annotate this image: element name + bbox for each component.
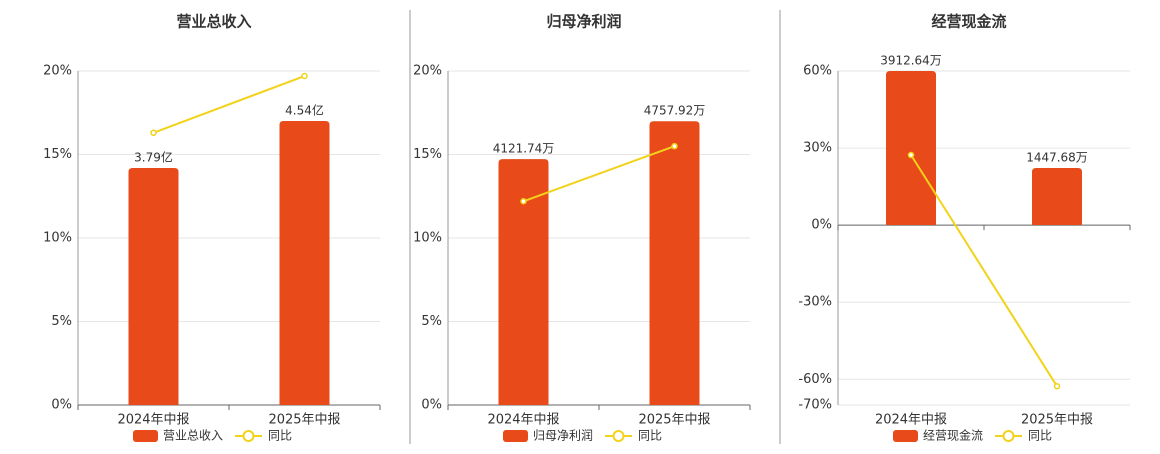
legend-swatch: [133, 430, 158, 442]
bar: [279, 121, 330, 406]
y-tick-label: -30%: [798, 295, 832, 310]
legend-label: 经营现金流: [923, 428, 983, 443]
chart-title: 营业总收入: [176, 13, 251, 31]
legend-swatch: [503, 430, 528, 442]
line-point: [301, 72, 308, 80]
bar: [649, 121, 700, 405]
data-label: 4121.74万: [493, 142, 555, 156]
line: [153, 75, 305, 134]
data-label: 3.79亿: [134, 149, 173, 164]
data-label: 3912.64万: [880, 54, 942, 68]
legend-swatch: [893, 430, 918, 442]
legend-label: 同比: [638, 429, 662, 443]
x-tick-label: 2025年中报: [638, 413, 710, 428]
y-tick-label: 30%: [803, 141, 832, 156]
y-tick-label: 60%: [803, 64, 832, 79]
x-tick-label: 2025年中报: [1021, 413, 1093, 428]
y-tick-label: 0%: [811, 218, 832, 233]
legend-swatch: [612, 430, 625, 442]
x-tick-label: 2024年中报: [117, 413, 189, 428]
y-tick-label: 10%: [43, 231, 72, 246]
x-tick-label: 2025年中报: [268, 413, 340, 428]
legend-label: 同比: [268, 429, 292, 443]
data-label: 4757.92万: [644, 104, 706, 118]
y-tick-label: 5%: [51, 314, 72, 329]
y-tick-label: 5%: [421, 314, 442, 329]
y-tick-label: 15%: [43, 147, 72, 162]
line-point: [907, 151, 915, 159]
data-label: 1447.68万: [1026, 151, 1088, 165]
y-tick-label: -60%: [798, 372, 832, 387]
chart-title: 经营现金流: [931, 13, 1006, 31]
legend-label: 归母净利润: [533, 429, 593, 443]
line: [910, 154, 1058, 387]
x-tick-label: 2024年中报: [487, 413, 559, 428]
line-point: [1053, 382, 1061, 390]
bar: [886, 71, 936, 226]
legend-label: 营业总收入: [163, 429, 223, 443]
legend-swatch: [242, 430, 255, 442]
bar: [498, 159, 549, 405]
y-tick-label: -70%: [798, 398, 832, 413]
line-point: [520, 198, 527, 205]
legend-label: 同比: [1028, 429, 1052, 443]
x-tick-label: 2024年中报: [875, 413, 947, 428]
bar: [1032, 168, 1082, 226]
line-point: [671, 142, 678, 150]
y-tick-label: 20%: [413, 64, 442, 79]
y-tick-label: 0%: [51, 398, 72, 413]
chart-title: 归母净利润: [546, 13, 621, 31]
y-tick-label: 15%: [413, 147, 442, 162]
y-tick-label: 10%: [413, 231, 442, 246]
y-tick-label: 0%: [421, 398, 442, 413]
line: [523, 145, 675, 203]
bar: [128, 167, 179, 405]
line-point: [150, 129, 157, 137]
data-label: 4.54亿: [285, 103, 324, 118]
legend-swatch: [1002, 430, 1015, 442]
y-tick-label: 20%: [43, 64, 72, 79]
